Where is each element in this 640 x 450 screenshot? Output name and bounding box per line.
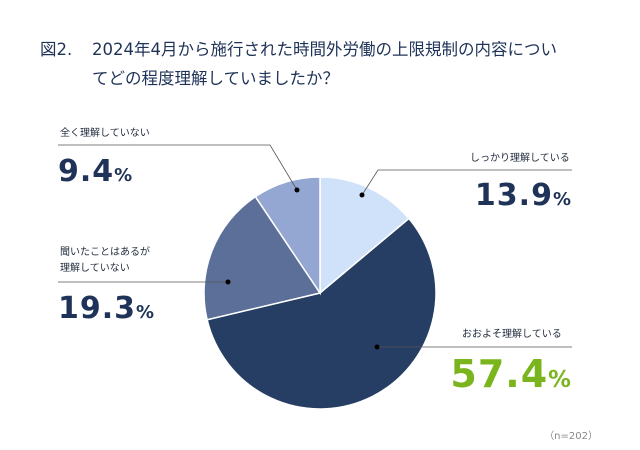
value-ooyoso: 57.4% [450,352,572,396]
label-shikkari: しっかり理解している [470,153,570,164]
chart-title-line2: てどの程度理解していましたか？ [92,69,340,88]
value-kiita: 19.3% [58,291,155,326]
pie-slice-2 [203,195,322,321]
leader-dot [359,192,365,198]
label-kiita-line1: 聞いたことはあるが [60,247,150,258]
leader-dots [225,187,380,350]
leader-lines [58,144,572,348]
percent-sign: % [552,189,572,210]
value-number: 57.4 [450,352,549,396]
sample-size-note: （n=202） [544,431,598,442]
leader-dot [374,344,380,350]
leader-line-zenzen [58,144,298,191]
percent-sign: % [114,165,134,186]
value-number: 13.9 [474,178,553,213]
label-zenzen: 全く理解していない [60,128,150,139]
leader-dot [225,279,231,285]
percent-sign: % [548,367,572,393]
value-shikkari: 13.9% [475,178,572,213]
label-ooyoso: おおよそ理解している [462,329,562,340]
label-kiita-line2: 理解していない [60,263,130,274]
value-number: 9.4 [58,154,115,189]
value-zenzen: 9.4% [58,154,133,189]
figure-label: 図2. [40,40,73,59]
pie-slice-3 [254,176,321,296]
pie-slice-0 [319,176,410,295]
leader-line-shikkari [361,169,572,196]
leader-dot [294,187,300,193]
pie-slice-1 [206,217,437,410]
percent-sign: % [136,302,156,323]
chart-title-line1: 2024年4月から施行された時間外労働の上限規制の内容につい [92,40,557,59]
value-number: 19.3 [58,291,137,326]
